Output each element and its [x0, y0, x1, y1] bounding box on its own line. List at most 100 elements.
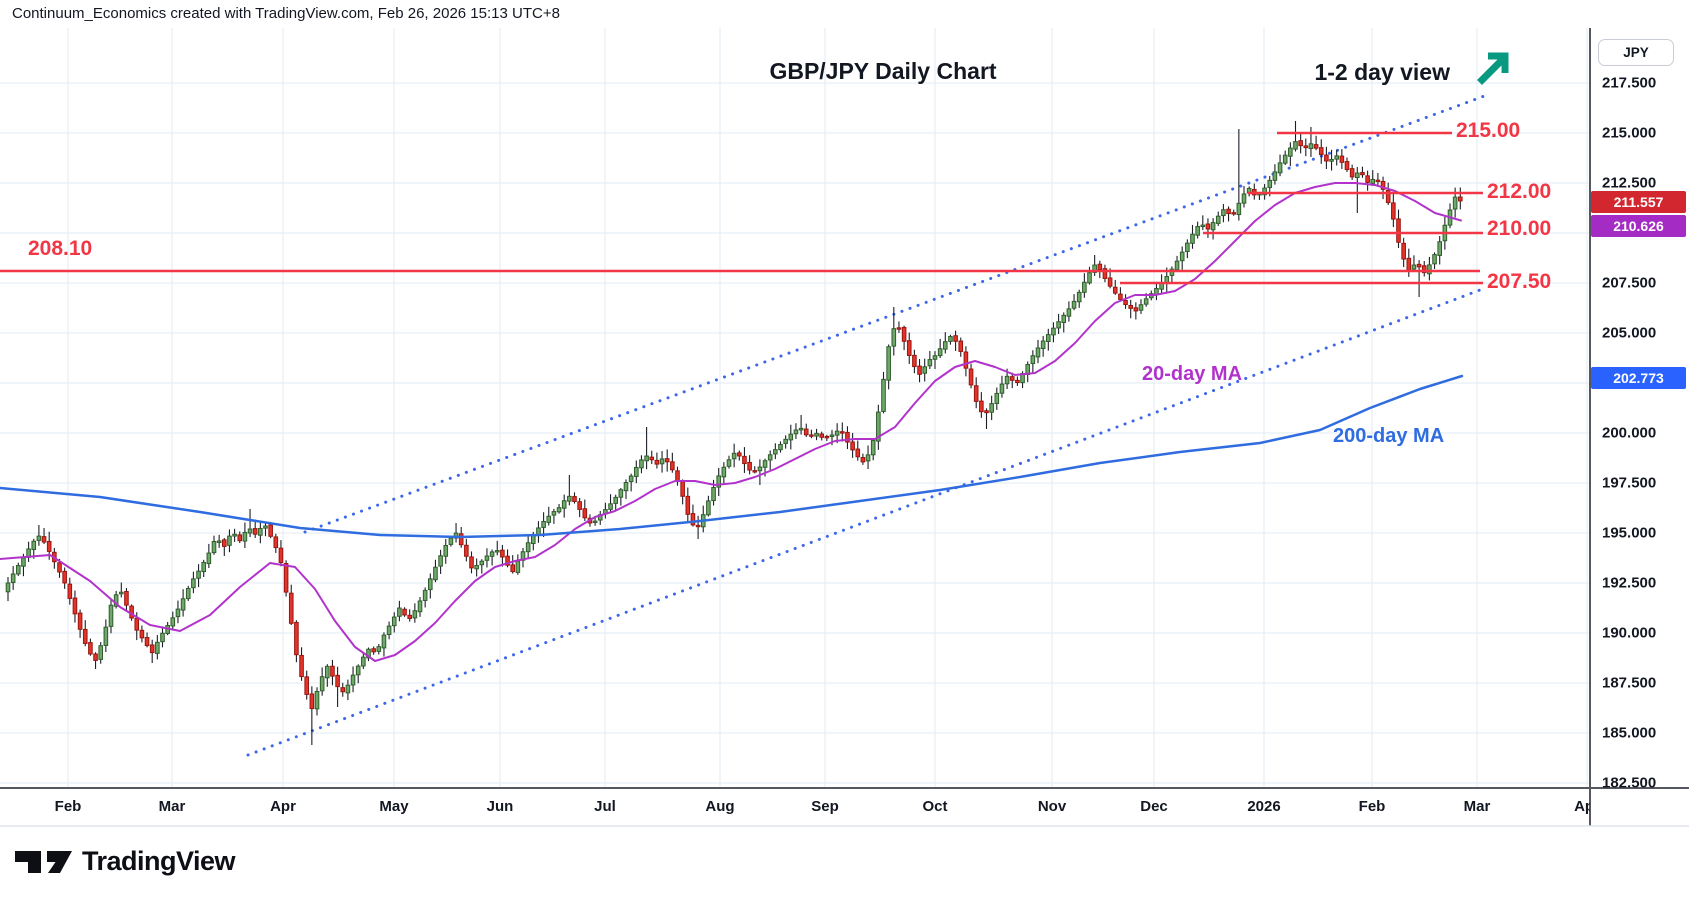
candle-down — [288, 592, 294, 624]
candle-up — [798, 427, 804, 431]
price-tick-label: 212.500 — [1602, 174, 1657, 192]
candle-up — [1185, 242, 1190, 253]
tradingview-logo-text: TradingView — [82, 845, 236, 876]
candle-up — [922, 366, 928, 374]
candle-down — [309, 693, 315, 710]
candle-up — [881, 378, 886, 412]
candle-down — [953, 335, 958, 342]
last-price-badge: 210.626 — [1591, 215, 1686, 237]
candle-up — [541, 521, 546, 528]
candle-up — [1066, 308, 1072, 317]
month-label-Nov: Nov — [1037, 798, 1067, 815]
candle-up — [567, 495, 572, 502]
candle-up — [5, 582, 11, 593]
candle-up — [355, 665, 361, 676]
candle-down — [685, 495, 691, 515]
month-label-Feb: Feb — [1358, 798, 1386, 815]
candle-up — [1241, 193, 1247, 204]
candle-up — [546, 515, 552, 523]
200-day-ma-line[interactable] — [0, 374, 1464, 539]
candle-down — [664, 458, 670, 463]
candle-up — [391, 616, 397, 627]
candle-up — [361, 656, 366, 667]
candle-up — [494, 550, 500, 553]
candle-down — [294, 621, 299, 656]
currency-button[interactable]: JPY — [1598, 39, 1674, 66]
candle-up — [484, 555, 490, 561]
candle-up — [1272, 171, 1278, 181]
candle-down — [860, 457, 866, 463]
candle-up — [1262, 187, 1267, 196]
candle-up — [1082, 281, 1087, 293]
candle-down — [469, 556, 474, 569]
candle-up — [325, 665, 330, 679]
candle-up — [644, 455, 649, 462]
candle-down — [582, 508, 588, 519]
candle-up — [711, 487, 716, 502]
month-label-Dec: Dec — [1140, 798, 1168, 815]
candle-up — [474, 565, 479, 570]
candle-down — [124, 590, 129, 606]
candle-down — [1298, 140, 1303, 147]
up-right-arrow-icon — [1474, 48, 1514, 88]
price-tick-label: 205.000 — [1602, 324, 1657, 342]
trend-channel-line[interactable] — [303, 93, 1489, 534]
candle-up — [438, 555, 443, 567]
candle-up — [525, 542, 531, 553]
price-tick-label: 195.000 — [1602, 524, 1657, 542]
candle-down — [1380, 180, 1386, 190]
candle-up — [386, 625, 392, 636]
candle-up — [1267, 179, 1273, 188]
candle-up — [216, 540, 222, 543]
candle-down — [675, 470, 680, 482]
candle-up — [1452, 196, 1458, 210]
candle-up — [211, 541, 217, 554]
sr-label-215.00: 215.00 — [1456, 119, 1521, 142]
candle-up — [191, 578, 196, 589]
candle-down — [670, 461, 675, 471]
candle-up — [634, 466, 639, 477]
candle-down — [1133, 307, 1139, 312]
candle-up — [314, 691, 320, 710]
ma20-label: 20-day MA — [1142, 363, 1243, 385]
candle-down — [654, 459, 660, 465]
candle-up — [36, 535, 42, 541]
candle-down — [1421, 265, 1427, 274]
month-label-2026: 2026 — [1247, 798, 1281, 815]
candle-up — [1411, 264, 1417, 270]
candle-down — [237, 534, 243, 542]
candle-down — [958, 340, 964, 352]
time-axis[interactable]: Feb Mar Apr May Jun Jul Aug Sep Oct Nov Dec 2026 Feb… — [0, 788, 1590, 826]
candle-down — [901, 326, 907, 342]
candle-down — [330, 665, 335, 677]
candle-down — [1349, 168, 1355, 178]
candle-down — [1365, 175, 1370, 183]
candle-up — [1169, 268, 1175, 276]
candle-up — [1040, 340, 1046, 350]
candle-down — [93, 653, 98, 661]
last-price-badge: 202.773 — [1591, 367, 1686, 389]
trend-channel-line[interactable] — [246, 288, 1482, 757]
candle-up — [1215, 215, 1221, 224]
candle-down — [855, 448, 861, 458]
candle-down — [845, 431, 850, 443]
candle-up — [994, 392, 1000, 404]
candle-down — [963, 351, 969, 369]
candle-up — [608, 503, 613, 510]
attribution-text: Continuum_Economics created with Trading… — [12, 5, 560, 22]
candle-up — [119, 591, 124, 595]
candle-up — [443, 545, 449, 557]
candle-down — [252, 528, 258, 535]
candle-down — [62, 570, 67, 584]
20-day-ma-line[interactable] — [0, 182, 1462, 662]
candle-up — [160, 632, 165, 643]
candle-up — [1035, 347, 1041, 358]
candle-up — [1334, 155, 1340, 160]
candle-down — [695, 524, 701, 528]
candle-down — [335, 674, 340, 688]
candle-down — [1226, 208, 1231, 215]
tradingview-logo: TradingView — [15, 845, 236, 877]
candle-up — [1236, 202, 1242, 216]
candle-up — [773, 449, 778, 455]
